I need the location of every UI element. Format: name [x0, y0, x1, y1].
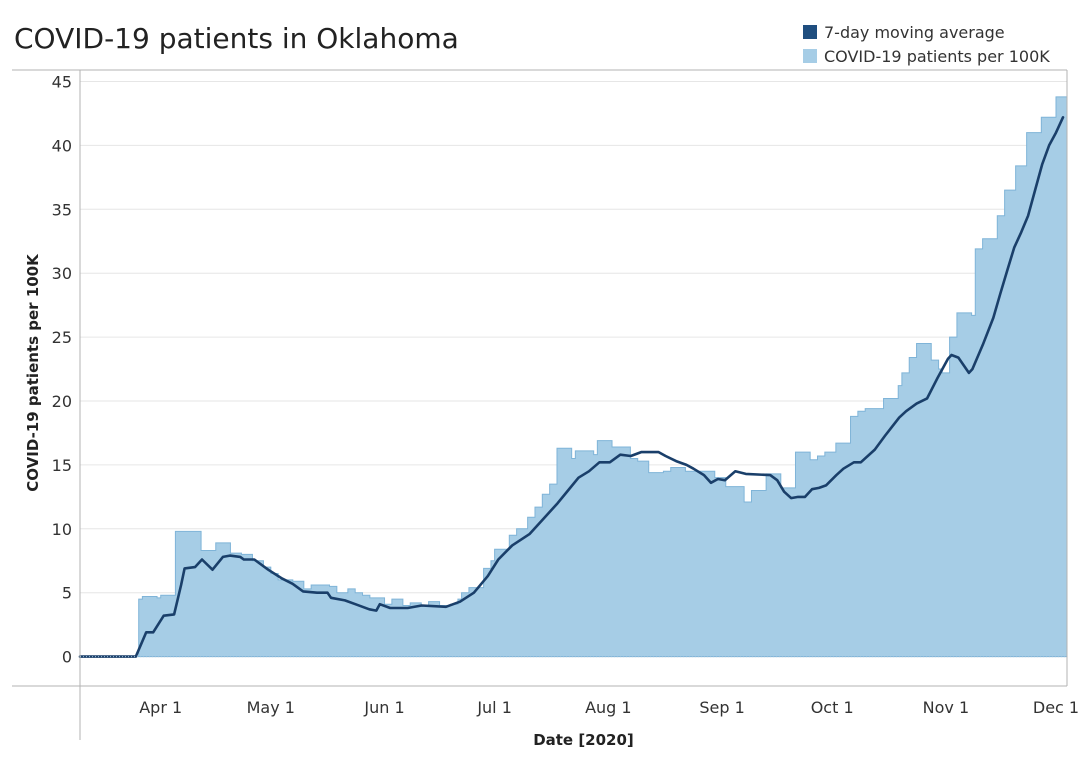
- y-tick-label-10: 10: [52, 520, 72, 539]
- y-tick-label-15: 15: [52, 456, 72, 475]
- x-tick-label-sep-1: Sep 1: [699, 698, 744, 717]
- y-tick-label-25: 25: [52, 328, 72, 347]
- y-tick-label-35: 35: [52, 200, 72, 219]
- x-tick-label-aug-1: Aug 1: [585, 698, 632, 717]
- y-axis-title: COVID-19 patients per 100K: [24, 253, 42, 492]
- legend-label-patients: COVID-19 patients per 100K: [824, 46, 1050, 66]
- x-tick-label-jun-1: Jun 1: [363, 698, 404, 717]
- legend-item-moving-average[interactable]: 7-day moving average: [803, 20, 1050, 44]
- patients-per-100k-area: [80, 96, 1068, 658]
- x-tick-label-nov-1: Nov 1: [923, 698, 970, 717]
- chart-title: COVID-19 patients in Oklahoma: [14, 22, 459, 55]
- moving-average-layer: [78, 116, 1065, 658]
- y-tick-label-5: 5: [62, 584, 72, 603]
- moving-average-line: [78, 116, 1065, 658]
- x-axis-title: Date [2020]: [533, 731, 634, 749]
- legend-swatch-moving-average: [803, 25, 817, 39]
- y-tick-label-45: 45: [52, 73, 72, 92]
- legend: 7-day moving average COVID-19 patients p…: [803, 20, 1050, 68]
- y-axis-ticks: 0 5 10 15 20 25 30 35 40 45: [52, 73, 72, 667]
- y-tick-label-40: 40: [52, 136, 72, 155]
- x-tick-label-may-1: May 1: [247, 698, 295, 717]
- x-axis-ticks: Apr 1 May 1 Jun 1 Jul 1 Aug 1 Sep 1 Oct 1 Nov 1…: [139, 698, 1079, 717]
- legend-label-moving-average: 7-day moving average: [824, 22, 1005, 42]
- y-tick-label-0: 0: [62, 648, 72, 667]
- plot-frame: [12, 69, 1068, 740]
- legend-swatch-patients: [803, 49, 817, 63]
- x-tick-label-apr-1: Apr 1: [139, 698, 182, 717]
- legend-item-patients[interactable]: COVID-19 patients per 100K: [803, 44, 1050, 68]
- x-tick-label-dec-1: Dec 1: [1033, 698, 1079, 717]
- patients-area-layer: [80, 96, 1068, 658]
- y-tick-label-30: 30: [52, 264, 72, 283]
- x-tick-label-oct-1: Oct 1: [811, 698, 854, 717]
- x-tick-label-jul-1: Jul 1: [476, 698, 512, 717]
- y-tick-label-20: 20: [52, 392, 72, 411]
